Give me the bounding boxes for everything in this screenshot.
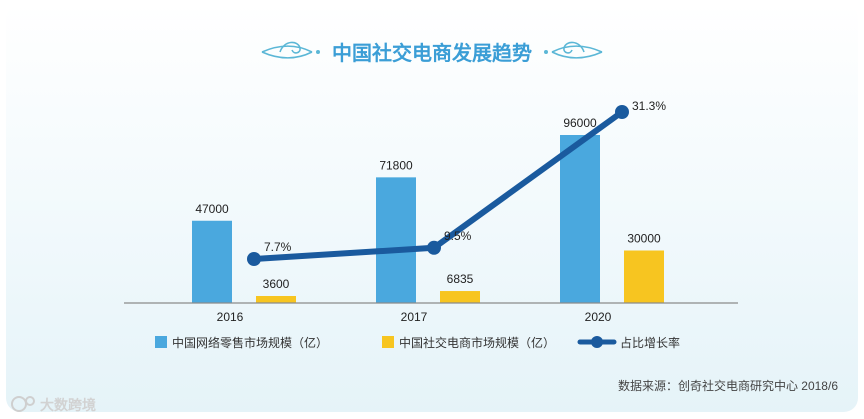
growth-point-2016 bbox=[247, 252, 261, 266]
x-axis-ticks: 2016 2017 2020 bbox=[217, 310, 612, 324]
legend-swatch-social bbox=[382, 336, 394, 348]
chart-background bbox=[6, 4, 858, 412]
data-label-social-2016: 3600 bbox=[263, 277, 290, 291]
data-label-social-2017: 6835 bbox=[447, 272, 474, 286]
data-label-retail-2017: 71800 bbox=[379, 158, 413, 172]
bars-layer bbox=[192, 135, 664, 303]
bar-retail-2020 bbox=[560, 135, 600, 303]
legend-swatch-retail bbox=[155, 336, 167, 348]
bar-retail-2016 bbox=[192, 220, 232, 303]
growth-point-2017 bbox=[427, 240, 441, 255]
growth-point-2020 bbox=[615, 105, 629, 119]
source-note: 数据来源：创奇社交电商研究中心 2018/6 bbox=[618, 378, 838, 393]
title-ornament-right bbox=[544, 41, 603, 59]
bar-social-2017 bbox=[440, 291, 480, 303]
bar-social-2016 bbox=[256, 296, 296, 303]
data-label-retail-2016: 47000 bbox=[195, 202, 229, 216]
data-label-social-2020: 30000 bbox=[627, 232, 661, 246]
legend: 中国网络零售市场规模（亿） 中国社交电商市场规模（亿） 占比增长率 bbox=[155, 335, 680, 350]
bar-social-2020 bbox=[624, 250, 664, 303]
labels-layer: 47000 3600 71800 6835 96000 30000 7.7% 9.5% 31.3… bbox=[195, 99, 666, 291]
watermark-logo: 大数跨境 bbox=[11, 396, 96, 413]
bar-retail-2017 bbox=[376, 177, 416, 303]
growth-label-2016: 7.7% bbox=[264, 240, 292, 254]
x-tick-2017: 2017 bbox=[401, 310, 428, 324]
data-label-retail-2020: 96000 bbox=[563, 116, 597, 130]
growth-label-2020: 31.3% bbox=[632, 99, 666, 113]
legend-label-retail: 中国网络零售市场规模（亿） bbox=[172, 335, 328, 350]
growth-line-layer bbox=[247, 105, 629, 266]
legend-swatch-growth-marker bbox=[591, 336, 603, 348]
x-tick-2020: 2020 bbox=[585, 310, 612, 324]
title-ornament-left bbox=[261, 41, 320, 59]
growth-label-2017: 9.5% bbox=[444, 229, 472, 243]
x-tick-2016: 2016 bbox=[217, 310, 244, 324]
legend-label-growth: 占比增长率 bbox=[620, 335, 680, 350]
legend-label-social: 中国社交电商市场规模（亿） bbox=[399, 335, 555, 350]
chart-title: 中国社交电商发展趋势 bbox=[332, 41, 532, 65]
watermark-text: 大数跨境 bbox=[40, 397, 96, 413]
